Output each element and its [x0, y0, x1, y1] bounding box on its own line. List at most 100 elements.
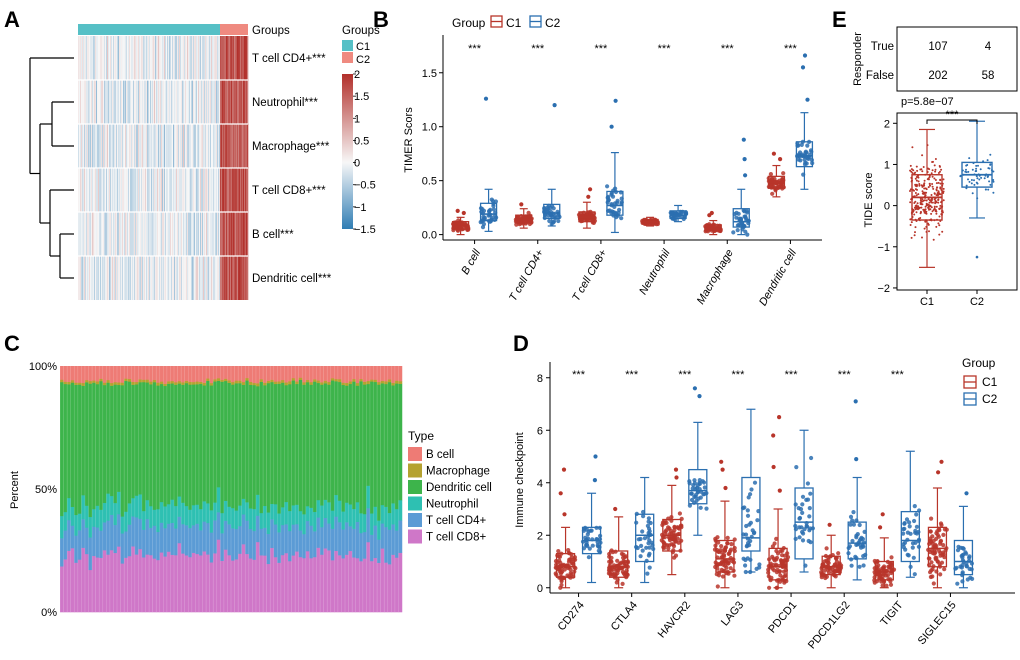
d-box-c2-point: [806, 538, 811, 544]
heatmap-cell: [218, 36, 220, 80]
c-bar-segment: [195, 381, 200, 385]
d-box-c1-outlier: [936, 470, 941, 475]
heatmap-cell: [188, 256, 190, 300]
c-bar-segment: [245, 520, 250, 555]
c-bar-segment: [131, 516, 136, 547]
c-stacked-bar: [334, 366, 339, 613]
c-bar-segment: [298, 530, 303, 558]
e-point: [973, 183, 976, 186]
heatmap-cell: [133, 80, 135, 124]
d-box-c1-point: [783, 557, 788, 562]
d-box-c1-outlier: [720, 467, 725, 472]
heatmap-cell: [79, 256, 81, 300]
heatmap-cell: [88, 36, 90, 80]
d-box-c2-point: [861, 563, 866, 568]
heatmap-cell: [129, 256, 131, 300]
heatmap-cell: [228, 212, 230, 256]
c-stacked-bar: [373, 366, 378, 613]
heatmap-cell: [208, 168, 210, 212]
heatmap-cell: [135, 168, 137, 212]
d-box-c2-box: [900, 510, 920, 563]
b-box-c2-box: [606, 190, 624, 216]
heatmap-cell: [109, 256, 111, 300]
d-box-c1-point: [566, 548, 571, 553]
heatmap-cell: [191, 256, 193, 300]
heatmap-cell: [83, 124, 85, 168]
heatmap-cell: [146, 168, 148, 212]
e-point: [917, 193, 920, 196]
b-y-axis-label: TIMER Scors: [403, 107, 415, 173]
heatmap-cell: [170, 36, 172, 80]
heatmap-cell: [230, 36, 232, 80]
heatmap-cell: [246, 80, 248, 124]
c-bar-segment: [124, 511, 128, 532]
d-box-c1-points: [712, 459, 737, 589]
c-stacked-bar: [287, 366, 292, 613]
d-box-c2-point: [859, 545, 864, 550]
c-bar-segment: [120, 382, 125, 386]
e-point: [915, 204, 918, 207]
d-box-c1-box: [555, 552, 576, 578]
heatmap-cell: [153, 80, 155, 124]
heatmap-cell: [190, 80, 192, 124]
heatmap-cell: [238, 36, 240, 80]
c-bar-segment: [355, 502, 360, 522]
d-box-c2-point: [914, 512, 919, 517]
c-bar-segment: [266, 380, 271, 384]
e-point: [913, 189, 915, 192]
c-bar-segment: [145, 382, 150, 501]
heatmap-cell: [223, 256, 225, 300]
heatmap-cell: [96, 36, 98, 80]
heatmap-cell: [81, 36, 83, 80]
c-bar-segment: [302, 384, 307, 515]
c-stacked-bar: [394, 366, 399, 613]
c-bar-segment: [149, 505, 153, 528]
heatmap-cell: [211, 256, 213, 300]
heatmap-cell: [161, 256, 163, 300]
heatmap-cell: [102, 124, 104, 168]
d-box-c1-point: [936, 534, 941, 539]
e-point: [971, 168, 974, 171]
heatmap-cell: [98, 80, 100, 124]
c-bar-segment: [152, 379, 157, 383]
c-stacked-bar: [344, 366, 349, 613]
d-box-c2-point: [800, 502, 805, 507]
c-bar-segment: [127, 524, 132, 557]
e-point: [914, 188, 917, 191]
heatmap-cell: [197, 212, 199, 256]
heatmap-cell: [142, 168, 144, 212]
d-box-c2-point: [960, 546, 966, 551]
heatmap-cell: [228, 80, 230, 124]
d-box-c1-point: [728, 566, 733, 571]
e-point: [938, 233, 941, 236]
e-point: [911, 146, 914, 149]
c-stacked-bar: [84, 366, 89, 613]
e-point: [933, 192, 936, 195]
heatmap-cell: [178, 36, 180, 80]
heatmap-cell: [234, 256, 236, 300]
heatmap-cell: [98, 36, 100, 80]
e-point: [914, 171, 917, 174]
heatmap-cell: [167, 124, 169, 168]
heatmap-cell: [197, 256, 199, 300]
b-box-c2-point: [731, 230, 736, 235]
c-bar-segment: [391, 385, 396, 504]
e-point: [910, 221, 913, 224]
c-bar-segment: [316, 380, 321, 384]
c-bar-segment: [327, 550, 331, 613]
heatmap-cell: [83, 168, 85, 212]
heatmap-cell: [209, 80, 211, 124]
heatmap-cell: [162, 168, 164, 212]
b-legend: Group C1 C2: [452, 15, 561, 30]
heatmap-cell: [151, 212, 153, 256]
heatmap-cell: [163, 168, 165, 212]
b-box-c2-point: [480, 225, 486, 230]
d-box-c2-point: [794, 465, 799, 470]
heatmap-cell: [231, 256, 233, 300]
d-box-c1-outlier: [719, 459, 724, 464]
c-bar-segment: [92, 380, 96, 383]
e-point: [992, 191, 995, 194]
c-stacked-bar: [301, 366, 307, 613]
heatmap-cell: [160, 124, 162, 168]
c-bar-segment: [231, 384, 235, 509]
